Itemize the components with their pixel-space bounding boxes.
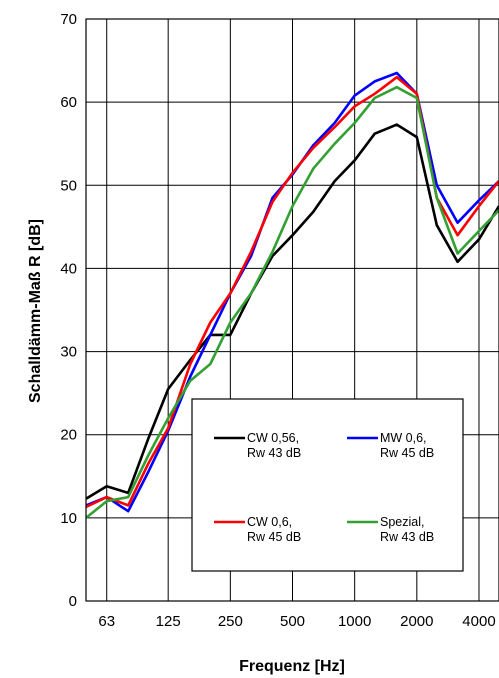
legend-label-0: CW 0,56, (247, 431, 299, 445)
x-axis-title: Frequenz [Hz] (239, 658, 345, 675)
legend-sublabel-2: Rw 45 dB (247, 530, 301, 544)
series-lines (85, 71, 499, 519)
x-tick-label: 1000 (338, 613, 371, 630)
y-tick-label: 40 (60, 260, 77, 277)
y-tick-label: 10 (60, 510, 77, 527)
legend-box (191, 398, 464, 572)
plot-frame (85, 18, 499, 602)
y-tick-label: 60 (60, 94, 77, 111)
x-tick-label: 63 (98, 613, 115, 630)
legend-label-1: MW 0,6, (380, 431, 427, 445)
series-line-0 (85, 123, 499, 500)
x-tick-label: 4000 (462, 613, 495, 630)
series-line-3 (85, 85, 499, 519)
y-axis-title: Schalldämm-Maß R [dB] (27, 219, 44, 403)
x-tick-label: 500 (280, 613, 305, 630)
x-tick-label: 2000 (400, 613, 433, 630)
y-tick-label: 70 (60, 11, 77, 28)
y-tick-label: 0 (69, 593, 77, 610)
x-tick-label: 250 (218, 613, 243, 630)
y-tick-label: 30 (60, 344, 77, 361)
x-tick-label: 125 (156, 613, 181, 630)
legend-label-2: CW 0,6, (247, 515, 292, 529)
x-tick-labels: 63 125 250 500 1000 2000 4000 (98, 613, 495, 630)
legend-label-3: Spezial, (380, 515, 424, 529)
y-tick-label: 20 (60, 427, 77, 444)
legend-sublabel-3: Rw 43 dB (380, 530, 434, 544)
y-tick-labels: 0 10 20 30 40 50 60 70 (60, 11, 77, 610)
y-tick-label: 50 (60, 177, 77, 194)
legend-sublabel-0: Rw 43 dB (247, 446, 301, 460)
legend-sublabel-1: Rw 45 dB (380, 446, 434, 460)
